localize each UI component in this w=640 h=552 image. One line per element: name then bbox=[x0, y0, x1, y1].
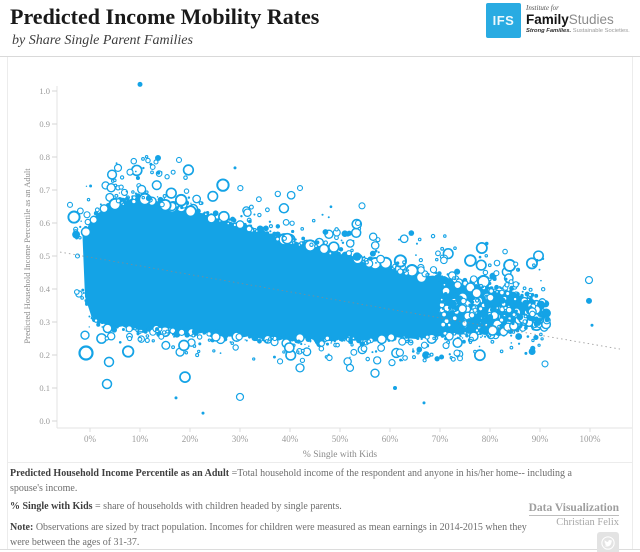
svg-text:% Single with Kids: % Single with Kids bbox=[303, 450, 377, 460]
page-title: Predicted Income Mobility Rates bbox=[10, 4, 320, 29]
svg-text:80%: 80% bbox=[482, 434, 499, 444]
svg-text:90%: 90% bbox=[532, 434, 549, 444]
footnote-note: Note: Observations are sized by tract po… bbox=[10, 521, 534, 550]
svg-text:0%: 0% bbox=[84, 434, 97, 444]
svg-text:60%: 60% bbox=[382, 434, 399, 444]
logo-tagline-bold: Strong Families. bbox=[526, 28, 572, 34]
svg-text:50%: 50% bbox=[332, 434, 349, 444]
footnote-income-definition: Predicted Household Income Percentile as… bbox=[10, 467, 598, 496]
svg-text:0.3: 0.3 bbox=[39, 317, 50, 327]
twitter-icon-wrap bbox=[529, 532, 619, 552]
svg-text:0.8: 0.8 bbox=[39, 152, 50, 162]
footnote-text: =Total household income of the responden… bbox=[10, 468, 572, 494]
svg-text:30%: 30% bbox=[232, 434, 249, 444]
panel-border-right bbox=[632, 57, 633, 549]
svg-text:0.1: 0.1 bbox=[39, 383, 50, 393]
svg-text:Predicted Household Income Per: Predicted Household Income Percentile as… bbox=[22, 168, 32, 344]
svg-text:0.4: 0.4 bbox=[39, 284, 50, 294]
logo-tagline: Strong Families. Sustainable Societies. bbox=[526, 28, 630, 34]
svg-text:0.5: 0.5 bbox=[39, 251, 50, 261]
svg-text:100%: 100% bbox=[580, 434, 602, 444]
page-subtitle: by Share Single Parent Families bbox=[12, 33, 193, 48]
svg-text:0.7: 0.7 bbox=[39, 185, 50, 195]
footnote-text: = share of households with children head… bbox=[92, 501, 342, 512]
footnote-bold-term: Note: bbox=[10, 522, 34, 533]
svg-text:0.6: 0.6 bbox=[39, 218, 50, 228]
logo-tagline-light: Sustainable Societies. bbox=[572, 28, 630, 34]
svg-text:20%: 20% bbox=[182, 434, 199, 444]
logo-institute-for: Institute for bbox=[526, 4, 559, 12]
logo-name-light: Studies bbox=[568, 12, 614, 27]
svg-text:0.2: 0.2 bbox=[39, 350, 50, 360]
footnote-single-with-kids-definition: % Single with Kids = share of households… bbox=[10, 500, 598, 515]
footnote-text: Observations are sized by tract populati… bbox=[10, 522, 527, 548]
svg-text:70%: 70% bbox=[432, 434, 449, 444]
data-visualization-link[interactable]: Data Visualization bbox=[528, 502, 619, 516]
svg-text:0.0: 0.0 bbox=[39, 416, 50, 426]
twitter-bird-icon[interactable] bbox=[597, 532, 619, 552]
panel-border-left bbox=[7, 57, 8, 549]
footnote-bold-term: Predicted Household Income Percentile as… bbox=[10, 468, 230, 479]
panel-border-bottom bbox=[0, 549, 640, 550]
logo-name: FamilyStudies bbox=[526, 12, 630, 27]
svg-text:10%: 10% bbox=[132, 434, 149, 444]
svg-text:1.0: 1.0 bbox=[39, 86, 50, 96]
svg-text:0.9: 0.9 bbox=[39, 119, 50, 129]
scatter-chart: 0.0 0.1 0.2 0.3 0.4 0.5 0.6 0.7 0.8 0.9 1.0 0% 10% 20… bbox=[22, 81, 632, 460]
header-divider bbox=[0, 56, 640, 57]
svg-text:40%: 40% bbox=[282, 434, 299, 444]
credit-author: Christian Felix bbox=[556, 517, 619, 528]
logo-name-bold: Family bbox=[526, 12, 569, 27]
ifs-logo-text: Institute for FamilyStudies Strong Famil… bbox=[526, 4, 630, 34]
credit-block: Data Visualization Christian Felix bbox=[528, 498, 619, 552]
chart-footer-divider bbox=[7, 462, 633, 463]
ifs-logo: IFS Institute for FamilyStudies Strong F… bbox=[486, 3, 636, 41]
footnote-bold-term: % Single with Kids bbox=[10, 501, 93, 512]
ifs-logo-mark: IFS bbox=[486, 3, 521, 38]
